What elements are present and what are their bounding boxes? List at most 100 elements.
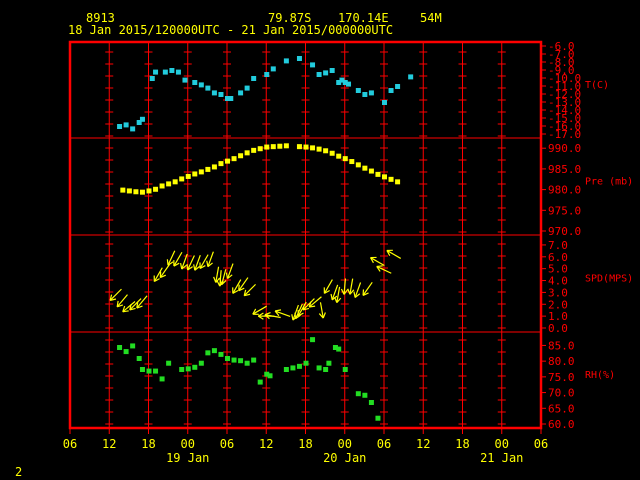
wind-arrow-head <box>257 315 264 320</box>
temperature-point <box>130 126 136 132</box>
temperature-point <box>162 69 168 75</box>
wind-arrow-head <box>180 263 183 270</box>
wind-arrow-shaft <box>215 266 220 283</box>
wind-arrow-head <box>181 264 187 270</box>
wind-arrow-shaft <box>302 298 315 311</box>
rh-point <box>166 360 172 366</box>
pressure-point <box>355 162 361 168</box>
y-tick-label: -7.0 <box>548 48 575 61</box>
temperature-point <box>355 88 361 93</box>
rh-point <box>192 364 198 370</box>
pressure-point <box>368 168 374 174</box>
wind-arrow-shaft <box>292 304 299 321</box>
x-tick-label: 00 <box>338 437 352 451</box>
rh-point <box>316 365 322 371</box>
wind-arrow <box>219 269 227 286</box>
wind-arrow-head <box>206 260 209 267</box>
wind-arrow <box>122 301 136 313</box>
wind-arrow <box>347 278 355 295</box>
wind-arrow-head <box>122 310 129 313</box>
pressure-point <box>211 164 217 170</box>
y-tick-label: -17.0 <box>548 128 581 141</box>
rh-point <box>323 367 329 372</box>
rh-point <box>368 400 374 405</box>
temperature-point <box>225 96 230 101</box>
wind-arrow-head <box>187 266 193 271</box>
wind-arrow-head <box>343 289 349 295</box>
x-tick-label: 06 <box>63 437 77 451</box>
pressure-point <box>192 171 198 177</box>
temperature-point <box>408 74 414 80</box>
wind-arrow-head <box>347 288 351 295</box>
temperature-point <box>388 88 394 93</box>
wind-arrow-head <box>376 266 381 272</box>
wind-arrow-shaft <box>264 314 281 319</box>
temperature-point <box>192 80 198 85</box>
rh-point <box>123 349 129 355</box>
wind-arrow-head <box>221 280 227 286</box>
pressure-point <box>270 144 276 150</box>
temperature-point <box>296 56 302 61</box>
temperature-point <box>346 81 352 87</box>
pressure-point <box>185 173 191 179</box>
rh-point <box>130 343 136 349</box>
pressure-point <box>264 144 270 150</box>
temperature-point <box>169 68 175 73</box>
wind-arrow <box>362 281 373 296</box>
wind-arrow <box>159 264 170 279</box>
wind-arrow <box>153 267 163 283</box>
pressure-point <box>277 143 283 149</box>
wind-arrow-head <box>302 307 310 311</box>
wind-arrow-shaft <box>308 296 322 308</box>
y-tick-label: -11.0 <box>548 80 581 93</box>
wind-arrow-shaft <box>159 264 170 278</box>
rh-point <box>362 392 368 398</box>
wind-arrow <box>173 251 183 267</box>
wind-arrow-shaft <box>194 255 201 271</box>
pressure-point <box>395 179 401 185</box>
wind-arrow-shaft <box>129 298 142 311</box>
wind-arrow-head <box>129 307 136 311</box>
pressure-point <box>283 143 289 149</box>
pressure-point <box>323 148 329 154</box>
wind-arrow <box>166 250 176 266</box>
wind-arrow <box>199 254 209 269</box>
wind-arrow-head <box>199 265 206 269</box>
pressure-point <box>303 144 309 150</box>
x-tick-label: 12 <box>416 437 430 451</box>
wind-arrow-head <box>297 312 304 317</box>
temperature-point <box>211 90 217 96</box>
x-tick-label: 18 <box>298 437 312 451</box>
pressure-point <box>146 188 152 194</box>
pressure-point <box>244 150 250 156</box>
y-tick-label: 5.0 <box>548 263 568 276</box>
wind-arrow <box>353 282 362 299</box>
temperature-point <box>336 80 342 85</box>
pressure-point <box>316 146 322 152</box>
pressure-point <box>342 156 348 162</box>
wind-arrow-head <box>370 257 374 264</box>
wind-arrow-head <box>252 308 257 315</box>
wind-arrow-head <box>129 303 132 311</box>
wind-arrow-head <box>294 312 297 319</box>
temperature-point <box>323 70 329 76</box>
rh-point <box>251 357 257 363</box>
y-tick-label: -6.0 <box>548 40 575 53</box>
y-tick-label: 0.0 <box>548 322 568 335</box>
temperature-point <box>139 116 145 122</box>
wind-arrow-head <box>215 277 221 283</box>
rh-point <box>198 360 204 366</box>
y-tick-label: 970.0 <box>548 225 581 238</box>
wind-arrow-shaft <box>122 301 136 313</box>
pressure-point <box>349 159 355 165</box>
wind-arrow-head <box>330 293 333 301</box>
rh-point <box>211 348 217 354</box>
wind-arrow-shaft <box>136 295 148 309</box>
wind-arrow-head <box>274 309 282 312</box>
wind-arrow-shaft <box>319 302 324 319</box>
wind-arrow-head <box>376 265 383 268</box>
wind-arrow-shaft <box>354 282 362 298</box>
x-tick-label: 18 <box>455 437 469 451</box>
wind-arrow-shaft <box>331 284 339 301</box>
pressure-point <box>205 166 211 172</box>
